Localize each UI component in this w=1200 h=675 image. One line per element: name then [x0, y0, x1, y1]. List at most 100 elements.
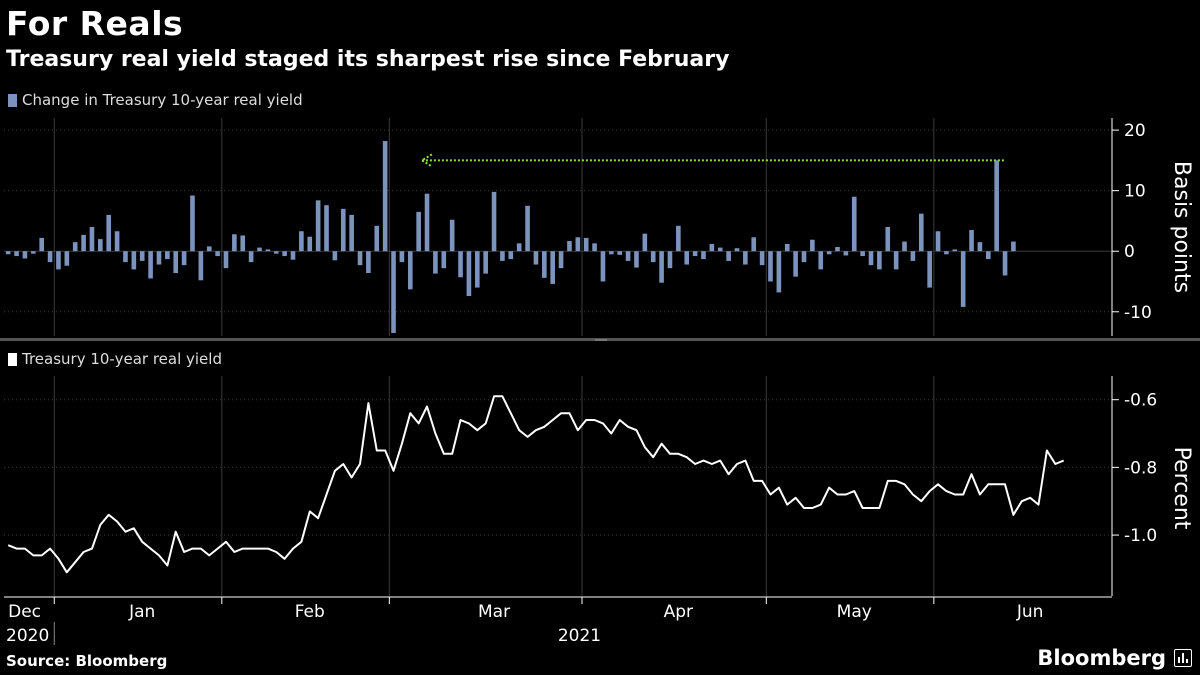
bar [994, 160, 999, 252]
bar [223, 251, 229, 269]
bar [667, 251, 673, 269]
x-tick-label-year: 2021 [558, 626, 601, 646]
bar [114, 231, 120, 252]
bar [583, 237, 589, 252]
bar [98, 239, 103, 252]
bar [550, 251, 555, 284]
yield-line [7, 395, 1065, 574]
bar [190, 195, 195, 252]
bar [39, 237, 44, 252]
legend-line-label: Treasury 10-year real yield [22, 350, 222, 368]
chart-subtitle: Treasury real yield staged its sharpest … [6, 47, 730, 72]
bar [717, 247, 723, 252]
bar [441, 251, 447, 269]
bar [793, 251, 798, 277]
bar [282, 251, 287, 257]
x-tick-label-month: Apr [664, 602, 693, 622]
bar [843, 251, 849, 256]
bar [47, 251, 53, 263]
chart-icon [1174, 649, 1192, 667]
bar [433, 251, 438, 274]
legend-line-swatch [8, 352, 17, 366]
bar [759, 251, 765, 266]
bar [349, 214, 354, 252]
bar [575, 237, 581, 252]
bar [106, 214, 112, 252]
bar [910, 251, 916, 261]
bar [407, 251, 413, 290]
bar [391, 251, 396, 333]
bar [181, 251, 187, 266]
bar [206, 246, 212, 252]
chart-title: For Reals [6, 4, 184, 43]
bar [307, 236, 313, 252]
bar [14, 251, 19, 257]
bar [533, 251, 539, 265]
bar [273, 251, 279, 254]
bar [918, 213, 924, 252]
y-tick-label-bottom: -0.6 [1124, 391, 1157, 411]
bar [89, 227, 95, 252]
bar [416, 211, 421, 252]
bar [592, 243, 597, 252]
bar [960, 251, 966, 307]
bar [449, 219, 455, 252]
bar [826, 251, 832, 255]
bar [165, 251, 170, 260]
bar [542, 251, 547, 278]
y-axis-label-bottom: Percent [1169, 447, 1194, 530]
bar [676, 225, 681, 252]
x-tick-label-month: Feb [295, 602, 325, 622]
bar [357, 251, 363, 266]
y-axis-label-top: Basis points [1169, 161, 1194, 293]
bar [609, 251, 614, 255]
bar [215, 251, 220, 257]
bar [784, 243, 790, 252]
bar [743, 251, 748, 265]
bar [483, 251, 488, 274]
bar [835, 246, 840, 252]
y-tick-label-top: 20 [1124, 121, 1146, 141]
bar [72, 242, 78, 252]
bar [818, 251, 824, 270]
y-tick-label-top: -10 [1124, 303, 1152, 323]
bar [374, 225, 380, 252]
bar [399, 251, 405, 263]
bar [927, 251, 932, 288]
bar [684, 251, 690, 265]
y-tick-label-top: 0 [1124, 242, 1135, 262]
bar [257, 247, 262, 252]
bar [617, 251, 623, 255]
bar [458, 251, 463, 278]
bar [642, 233, 648, 252]
bar [893, 251, 899, 270]
bar [701, 251, 706, 260]
legend-bar-swatch [8, 93, 17, 107]
bar [851, 196, 857, 252]
bar [944, 251, 949, 255]
bar [5, 251, 11, 255]
bar [22, 251, 28, 259]
bar [952, 249, 958, 252]
bar [474, 251, 480, 288]
legend-bar-label: Change in Treasury 10-year real yield [22, 91, 303, 109]
bar [600, 251, 606, 282]
x-tick-label-month: Jun [1016, 602, 1044, 622]
bar [985, 251, 991, 260]
x-tick-label-month: Mar [478, 602, 510, 622]
bar [751, 237, 757, 252]
bar [81, 234, 86, 252]
bar [885, 227, 891, 252]
bar [860, 251, 865, 257]
x-tick-label-month: Dec [8, 602, 41, 622]
bar [198, 251, 204, 281]
bar [726, 251, 731, 261]
bar [516, 243, 522, 252]
bar [324, 205, 329, 252]
bar [659, 251, 664, 283]
y-tick-label-top: 10 [1124, 182, 1146, 202]
bar [56, 251, 61, 270]
bar [650, 251, 656, 263]
x-tick-label-month: May [837, 602, 872, 622]
bar [366, 251, 371, 274]
